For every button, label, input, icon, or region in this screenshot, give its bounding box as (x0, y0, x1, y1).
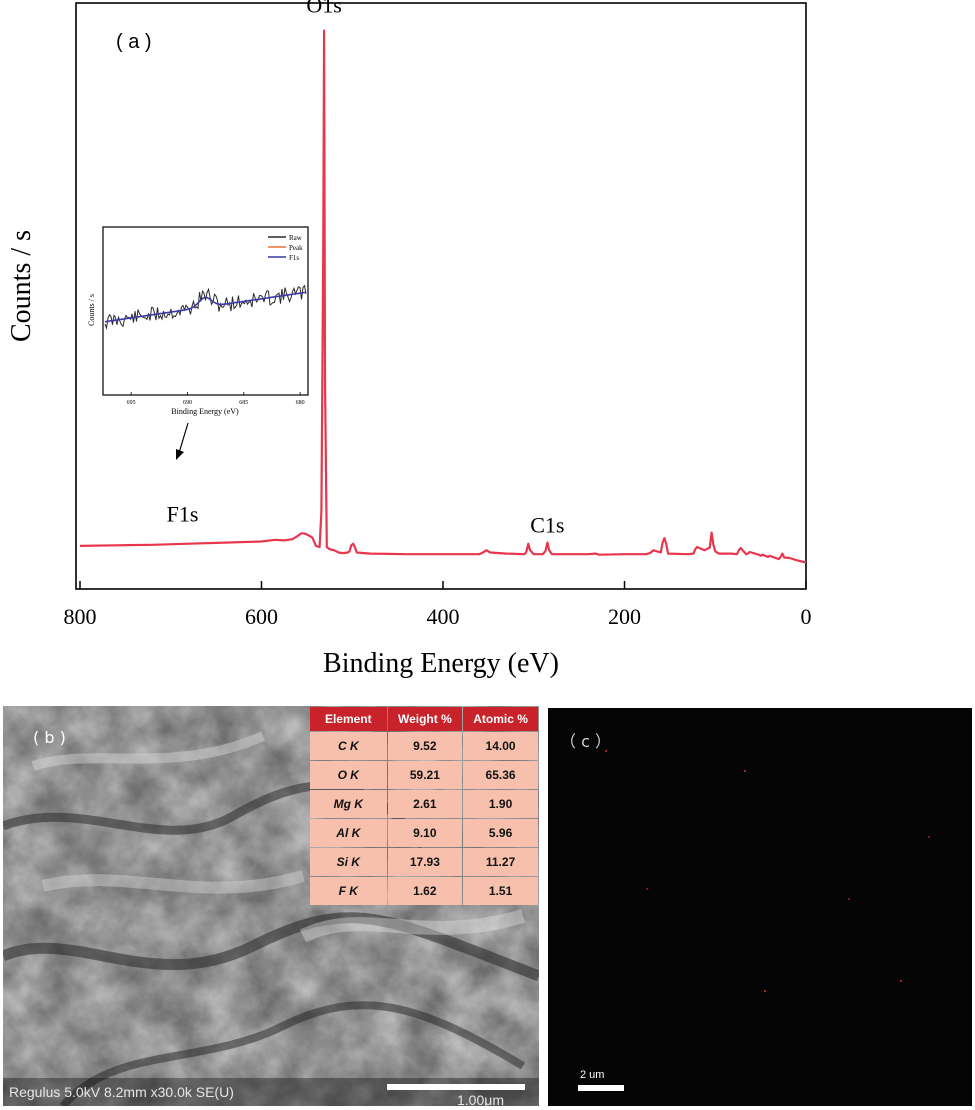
eds-row: C K 9.52 14.00 (310, 732, 538, 760)
x-tick-label: 600 (245, 604, 278, 629)
eds-row: F K 1.62 1.51 (310, 877, 538, 905)
peak-annotation-c1s: C1s (530, 513, 564, 538)
map-dot (605, 750, 607, 752)
eds-row: Al K 9.10 5.96 (310, 819, 538, 847)
eds-cell-weight: 2.61 (387, 790, 463, 818)
eds-cell-atomic: 14.00 (463, 732, 538, 760)
inset-legend-label: Raw (289, 234, 303, 242)
plot-frame (75, 2, 807, 590)
map-dot (848, 898, 850, 900)
f1s-inset: Raw Peak F1s 695 690 685 680 Counts / s Bindi… (87, 226, 309, 416)
sem-scale-bar (387, 1084, 525, 1090)
inset-x-tick-label: 695 (127, 400, 136, 406)
sem-scale-label: 1.00μm (457, 1092, 504, 1106)
inset-f1s-fit-line (104, 291, 307, 323)
eds-row: Si K 17.93 11.27 (310, 848, 538, 876)
inset-y-label: Counts / s (87, 294, 96, 326)
eds-header-row: Element Weight % Atomic % (310, 707, 538, 731)
sem-image-panel: ( b ) Element Weight % Atomic % C K 9.52 1… (3, 706, 539, 1106)
peak-annotation-o1s: O1s (306, 0, 341, 18)
y-axis-label: Counts / s (6, 230, 37, 342)
eds-map-panel: （ c ） 2 um (548, 708, 972, 1106)
inset-raw-line (104, 284, 307, 330)
eds-cell-weight: 59.21 (387, 761, 463, 789)
eds-header-atomic: Atomic % (463, 707, 538, 731)
eds-cell-element: Mg K (310, 790, 387, 818)
map-dot (646, 888, 648, 890)
eds-table: Element Weight % Atomic % C K 9.52 14.00 O … (309, 706, 539, 906)
f1s-arrow (178, 422, 189, 454)
eds-cell-element: F K (310, 877, 387, 905)
survey-spectrum-line (79, 29, 807, 564)
eds-header-element: Element (310, 707, 387, 731)
eds-cell-weight: 1.62 (387, 877, 463, 905)
x-tick-label: 0 (801, 604, 812, 629)
eds-cell-element: Si K (310, 848, 387, 876)
eds-cell-element: Al K (310, 819, 387, 847)
inset-x-tick-label: 690 (183, 400, 192, 406)
eds-cell-atomic: 1.51 (463, 877, 538, 905)
map-dot (744, 770, 746, 772)
xps-survey-chart: ( a ) 800 600 400 200 0 O1s C1s F1s Binding En… (6, 0, 812, 679)
inset-legend-label: Peak (289, 244, 303, 252)
eds-cell-weight: 9.10 (387, 819, 463, 847)
x-axis-label: Binding Energy (eV) (323, 648, 559, 679)
panel-c-label: （ c ） (560, 732, 611, 751)
peak-annotation-f1s: F1s (167, 502, 199, 527)
map-dot (764, 990, 766, 992)
eds-cell-weight: 9.52 (387, 732, 463, 760)
map-dot (900, 980, 902, 982)
eds-cell-atomic: 65.36 (463, 761, 538, 789)
x-tick-label: 800 (64, 604, 97, 629)
sem-info-bar (3, 1078, 539, 1106)
panel-b-label: ( b ) (33, 728, 66, 747)
inset-frame (102, 226, 309, 396)
inset-x-label: Binding Energy (eV) (171, 407, 239, 416)
eds-cell-weight: 17.93 (387, 848, 463, 876)
inset-x-tick-label: 685 (239, 400, 248, 406)
eds-cell-atomic: 5.96 (463, 819, 538, 847)
map-dot (928, 836, 930, 838)
eds-row: O K 59.21 65.36 (310, 761, 538, 789)
eds-header-weight: Weight % (387, 707, 463, 731)
sem-info-text: Regulus 5.0kV 8.2mm x30.0k SE(U) (9, 1084, 234, 1100)
eds-cell-element: C K (310, 732, 387, 760)
eds-cell-element: O K (310, 761, 387, 789)
inset-legend-label: F1s (289, 254, 299, 262)
map-scale-bar (578, 1085, 624, 1091)
eds-cell-atomic: 11.27 (463, 848, 538, 876)
x-tick-label: 200 (608, 604, 641, 629)
eds-row: Mg K 2.61 1.90 (310, 790, 538, 818)
eds-cell-atomic: 1.90 (463, 790, 538, 818)
inset-x-tick-label: 680 (296, 400, 305, 406)
f1s-arrowhead (176, 449, 184, 460)
panel-a-label: ( a ) (116, 31, 152, 53)
x-tick-label: 400 (427, 604, 460, 629)
map-scale-label: 2 um (580, 1069, 605, 1081)
